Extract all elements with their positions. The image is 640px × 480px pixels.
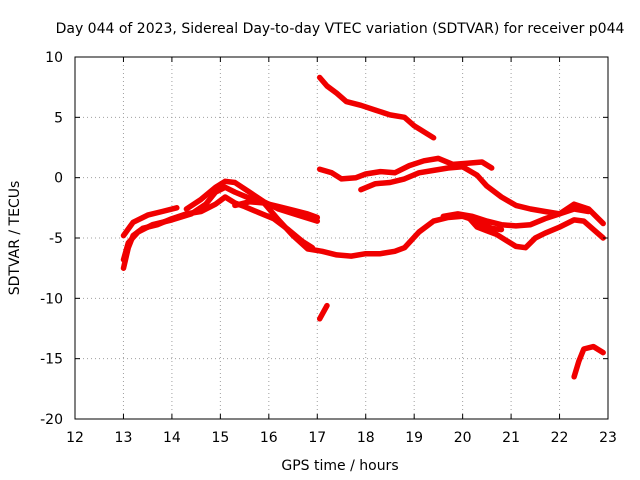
series-track-8 [358, 164, 606, 227]
x-tick-label: 21 [502, 430, 520, 446]
y-tick-label: 0 [54, 171, 63, 187]
series-track-3 [120, 205, 180, 239]
y-tick-label: -15 [40, 352, 63, 368]
series-track-5 [232, 199, 321, 221]
x-axis-ticks: 12 13 14 15 16 17 18 19 20 21 22 23 [66, 57, 617, 446]
x-tick-label: 18 [357, 430, 375, 446]
series-track-9 [464, 213, 606, 251]
series-track-4 [183, 178, 321, 224]
series-track-12 [571, 343, 606, 380]
plot-frame [74, 56, 609, 420]
x-tick-label: 13 [115, 430, 133, 446]
x-tick-label: 19 [405, 430, 423, 446]
series-track-11 [316, 302, 330, 322]
x-tick-label: 14 [163, 430, 181, 446]
y-tick-label: 5 [54, 110, 63, 126]
y-tick-label: -5 [49, 231, 63, 247]
series-track-10 [440, 206, 592, 229]
x-axis-label: GPS time / hours [281, 458, 398, 474]
x-tick-label: 17 [308, 430, 326, 446]
x-tick-label: 20 [454, 430, 472, 446]
x-tick-label: 23 [599, 430, 617, 446]
y-tick-label: -20 [40, 412, 63, 428]
y-axis-ticks: 10 5 0 -5 -10 -15 -20 [40, 50, 608, 428]
x-tick-label: 15 [211, 430, 229, 446]
x-tick-label: 22 [551, 430, 569, 446]
series-track-6 [316, 74, 437, 141]
series-track-7 [316, 155, 495, 182]
data-series [120, 74, 606, 380]
y-tick-label: 10 [45, 50, 63, 66]
series-track-2 [120, 184, 505, 263]
y-tick-label: -10 [40, 291, 63, 307]
x-tick-label: 16 [260, 430, 278, 446]
y-axis-label: SDTVAR / TECUs [7, 181, 23, 296]
chart-title: Day 044 of 2023, Sidereal Day-to-day VTE… [56, 21, 625, 37]
grid [75, 57, 608, 419]
x-tick-label: 12 [66, 430, 84, 446]
